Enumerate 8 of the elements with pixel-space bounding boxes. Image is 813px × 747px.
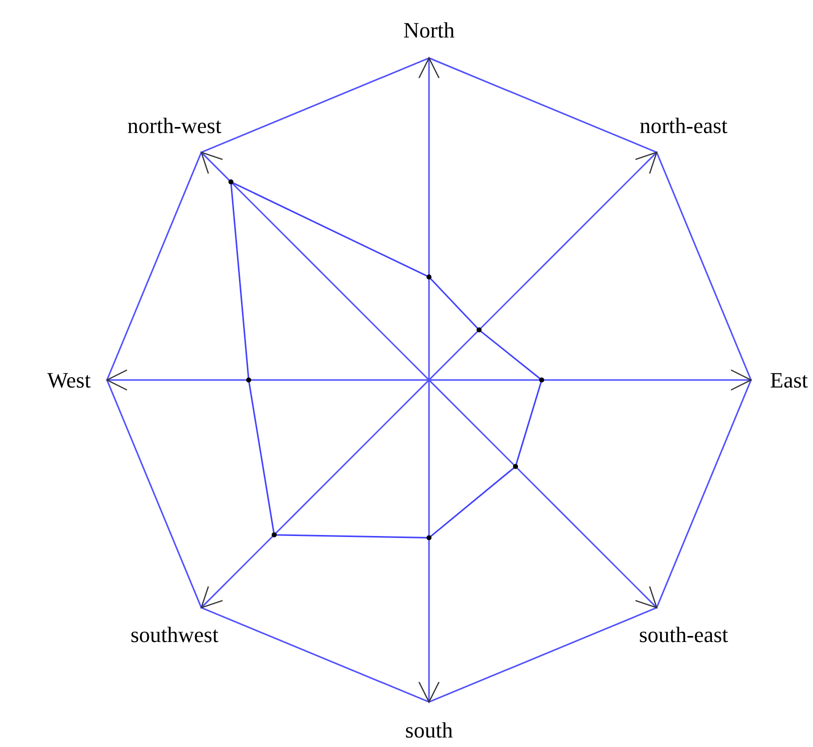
spoke-label: North bbox=[403, 18, 455, 42]
spoke-label: north-west bbox=[127, 112, 222, 138]
spoke-label: East bbox=[770, 368, 808, 392]
spoke-label: north-east bbox=[640, 112, 728, 138]
spoke-label: south-east bbox=[638, 622, 728, 648]
spoke-label: southwest bbox=[130, 622, 218, 648]
spoke-label: West bbox=[47, 368, 91, 392]
spoke-label: south bbox=[405, 718, 453, 742]
